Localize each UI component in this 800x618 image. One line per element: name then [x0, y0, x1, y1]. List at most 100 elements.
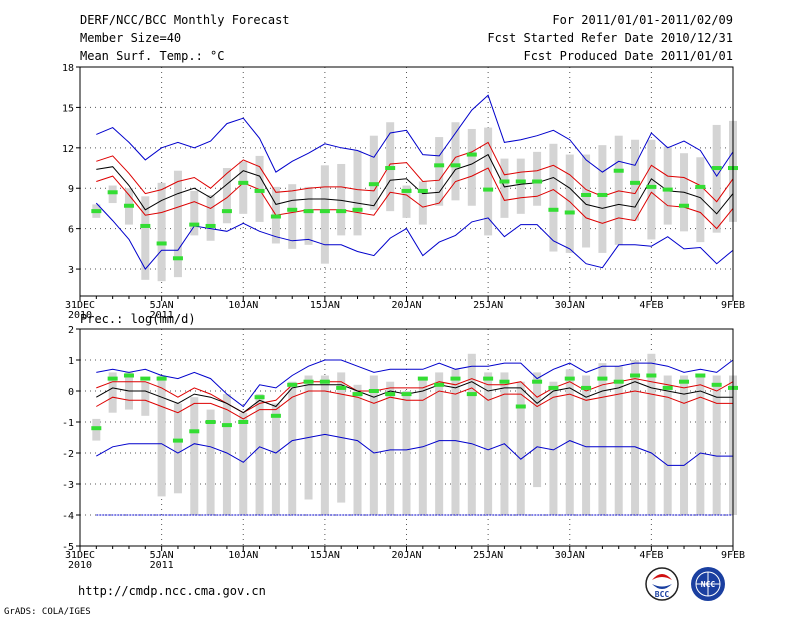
temp-line-mean [96, 153, 734, 215]
temp-observed-mark-2 [107, 190, 118, 195]
prec-range-box-34 [631, 360, 640, 515]
prec-observed-mark-2 [107, 376, 118, 381]
temp-observed-mark-8 [205, 223, 216, 228]
temp-range-box-2 [108, 185, 117, 204]
temp-range-box-31 [582, 154, 591, 248]
temp-observed-mark-11 [254, 188, 265, 193]
temp-observed-mark-31 [581, 192, 592, 197]
temp-range-box-20 [402, 185, 411, 218]
ncc-logo: NCC [691, 567, 725, 601]
temp-observed-mark-16 [336, 209, 347, 214]
temp-line-max [96, 94, 734, 178]
prec-ytick-label-3: -2 [62, 449, 74, 460]
temp-observed-mark-1 [91, 209, 102, 214]
temp-range-box-21 [418, 181, 427, 225]
prec-observed-mark-23 [450, 376, 461, 381]
temp-observed-mark-24 [466, 152, 477, 157]
prec-range-box-35 [647, 353, 656, 515]
temp-observed-mark-20 [401, 188, 412, 193]
temp-range-box-17 [353, 150, 362, 236]
prec-range-box-10 [239, 412, 248, 515]
prec-range-box-17 [353, 384, 362, 515]
temp-observed-mark-34 [630, 180, 641, 185]
temp-xtick-label-2: 10JAN [228, 300, 258, 311]
prec-observed-mark-21 [417, 376, 428, 381]
header-member-size: Member Size=40 [80, 31, 181, 45]
prec-range-box-8 [206, 409, 215, 515]
temp-xtick-label-8: 9FEB [721, 300, 745, 311]
temp-observed-mark-18 [368, 182, 379, 187]
prec-range-box-6 [173, 403, 182, 494]
prec-observed-mark-26 [499, 379, 510, 384]
prec-range-box-15 [320, 375, 329, 515]
prec-observed-mark-14 [303, 379, 314, 384]
temp-range-box-34 [631, 139, 640, 221]
prec-range-box-38 [696, 375, 705, 515]
prec-observed-mark-18 [368, 389, 379, 393]
temp-xtick-label-0-year: 2010 [68, 310, 92, 321]
prec-observed-mark-19 [385, 392, 396, 397]
prec-observed-mark-7 [189, 429, 200, 434]
temp-range-box-35 [647, 139, 656, 240]
prec-observed-mark-24 [466, 392, 477, 397]
temp-range-box-13 [288, 184, 297, 249]
temp-range-box-9 [222, 168, 231, 224]
temp-observed-mark-38 [695, 184, 706, 189]
temp-observed-mark-28 [532, 179, 543, 184]
temp-range-box-30 [565, 154, 574, 253]
prec-range-box-11 [255, 394, 264, 515]
temp-range-box-7 [190, 190, 199, 236]
prec-observed-mark-35 [646, 373, 657, 378]
prec-xtick-label-7: 4FEB [639, 550, 663, 561]
temp-line-upper [96, 141, 734, 203]
temp-observed-mark-7 [189, 222, 200, 227]
footer-url[interactable]: http://cmdp.ncc.cma.gov.cn [78, 584, 266, 598]
prec-range-box-20 [402, 391, 411, 515]
prec-range-box-2 [108, 372, 117, 413]
prec-observed-mark-20 [401, 392, 412, 397]
prec-observed-mark-17 [352, 392, 363, 397]
prec-ytick-label-6: 1 [68, 356, 74, 367]
temp-xtick-label-5: 25JAN [473, 300, 503, 311]
prec-observed-mark-22 [434, 382, 445, 387]
prec-ytick-label-5: 0 [68, 387, 74, 398]
prec-ytick-label-7: 2 [68, 325, 74, 336]
prec-observed-mark-3 [123, 373, 134, 378]
prec-observed-mark-11 [254, 395, 265, 400]
prec-range-box-22 [435, 372, 444, 515]
prec-range-box-27 [516, 381, 525, 515]
temp-observed-mark-19 [385, 166, 396, 171]
bcc-logo-text: BCC [655, 590, 670, 599]
temp-range-box-18 [369, 135, 378, 210]
temp-range-box-8 [206, 194, 215, 241]
prec-line-mean [96, 381, 733, 414]
prec-observed-mark-27 [515, 404, 526, 409]
temp-range-box-32 [598, 145, 607, 253]
temp-range-box-22 [435, 137, 444, 206]
prec-line-upper [96, 378, 734, 414]
prec-xtick-label-2: 10JAN [228, 550, 258, 561]
temp-range-box-24 [467, 128, 476, 206]
prec-xtick-label-5: 25JAN [473, 550, 503, 561]
header-variable: Mean Surf. Temp.: °C [80, 49, 225, 63]
temp-range-box-10 [239, 161, 248, 214]
temp-observed-mark-17 [352, 207, 363, 212]
temp-observed-mark-33 [613, 168, 624, 173]
header-period: For 2011/01/01-2011/02/09 [552, 13, 733, 27]
bcc-logo-ring [645, 567, 679, 601]
prec-observed-mark-37 [679, 379, 690, 384]
prec-observed-mark-4 [140, 376, 151, 381]
temp-xtick-label-3: 15JAN [310, 300, 340, 311]
temp-observed-mark-14 [303, 209, 314, 214]
prec-observed-mark-32 [597, 376, 608, 381]
prec-xtick-label-4: 20JAN [391, 550, 421, 561]
prec-range-box-5 [157, 375, 166, 497]
prec-xtick-label-6: 30JAN [555, 550, 585, 561]
prec-observed-mark-9 [221, 423, 232, 428]
prec-observed-mark-15 [319, 379, 330, 384]
prec-observed-mark-29 [548, 385, 559, 390]
bcc-logo: BCC [645, 567, 679, 601]
prec-observed-mark-5 [156, 376, 167, 381]
